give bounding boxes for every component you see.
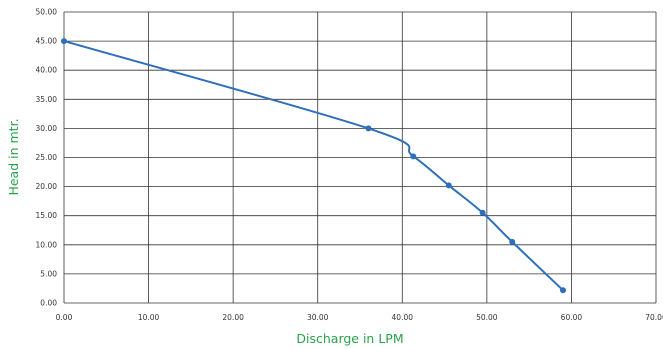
data-point bbox=[61, 38, 67, 45]
x-tick-label: 10.00 bbox=[138, 313, 160, 322]
data-point bbox=[410, 153, 417, 160]
y-tick-label: 35.00 bbox=[36, 95, 58, 104]
grid bbox=[63, 11, 657, 304]
y-tick-label: 40.00 bbox=[36, 66, 58, 75]
y-tick-label: 45.00 bbox=[36, 37, 58, 46]
data-point bbox=[479, 209, 486, 216]
x-tick-label: 0.00 bbox=[56, 313, 73, 322]
y-axis-ticks: 0.00 5.00 10.00 15.00 20.00 25.00 30.00 35.00 40… bbox=[36, 8, 58, 308]
x-tick-label: 30.00 bbox=[307, 313, 329, 322]
y-tick-label: 50.00 bbox=[36, 8, 58, 17]
y-tick-label: 10.00 bbox=[36, 240, 58, 249]
data-point bbox=[509, 238, 516, 245]
x-axis-title: Discharge in LPM bbox=[296, 331, 403, 346]
x-tick-label: 50.00 bbox=[476, 313, 498, 322]
x-tick-label: 40.00 bbox=[392, 313, 414, 322]
y-tick-label: 30.00 bbox=[36, 124, 58, 133]
x-tick-label: 70.00 bbox=[645, 313, 663, 322]
y-tick-label: 25.00 bbox=[36, 153, 58, 162]
y-axis-title: Head in mtr. bbox=[6, 118, 21, 195]
data-point bbox=[559, 287, 566, 294]
x-tick-label: 60.00 bbox=[561, 313, 583, 322]
series-layer bbox=[61, 38, 566, 294]
x-tick-label: 20.00 bbox=[222, 313, 244, 322]
data-point bbox=[365, 125, 372, 132]
x-axis-ticks: 0.00 10.00 20.00 30.00 40.00 50.00 60.00 70.00 bbox=[56, 313, 663, 322]
data-point bbox=[445, 182, 452, 189]
y-tick-label: 5.00 bbox=[40, 269, 57, 278]
y-tick-label: 20.00 bbox=[36, 182, 58, 191]
series-line bbox=[63, 40, 564, 291]
y-tick-label: 0.00 bbox=[40, 299, 57, 308]
y-tick-label: 15.00 bbox=[36, 211, 58, 220]
